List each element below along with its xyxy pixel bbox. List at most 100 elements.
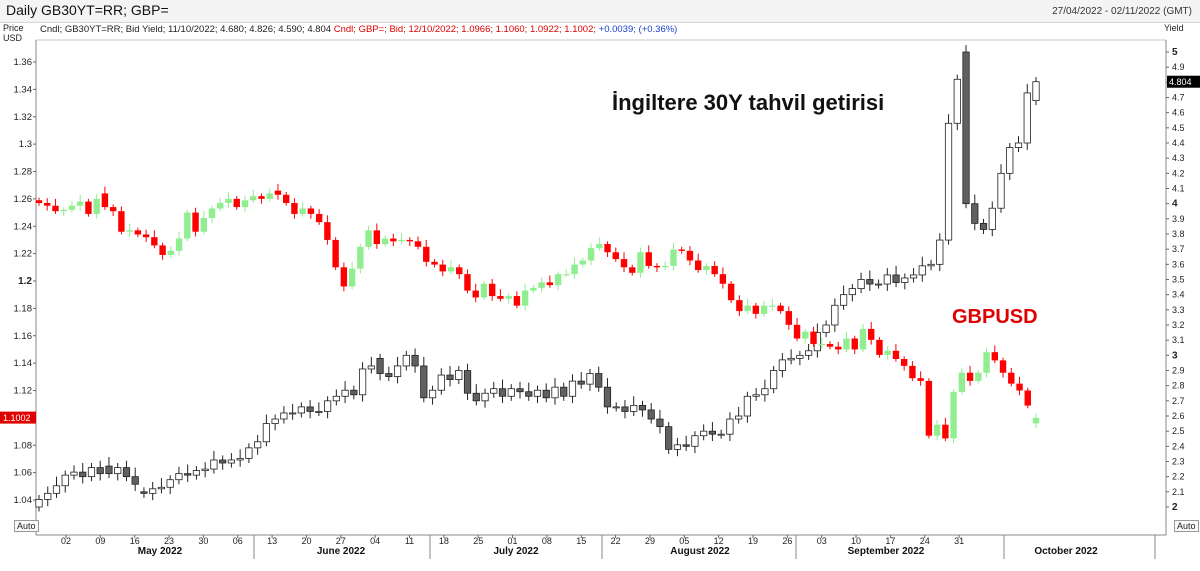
- left-tick-label: 1.08: [14, 440, 33, 451]
- gbp-candle-body: [464, 274, 471, 291]
- gbp-candle-body: [357, 246, 364, 269]
- right-tick-label: 3.3: [1172, 305, 1185, 315]
- yield-candle-body: [665, 426, 673, 450]
- gbp-candle-body: [414, 241, 422, 247]
- gbp-candle-body: [85, 201, 92, 214]
- right-tick-label: 4.9: [1172, 62, 1185, 72]
- gbp-candle-body: [587, 248, 595, 261]
- gbp-candle-body: [554, 274, 562, 286]
- left-axis-title: Price USD: [3, 23, 24, 43]
- right-tick-label: 3: [1172, 350, 1178, 361]
- gbp-candle-body: [760, 305, 768, 314]
- right-tick-label: 3.5: [1172, 275, 1185, 285]
- gbp-candle-body: [538, 282, 545, 288]
- yield-candle-body: [341, 389, 349, 397]
- x-tick-label: 15: [576, 536, 586, 546]
- gbp-candle-body: [711, 265, 718, 275]
- yield-candle-body: [560, 386, 568, 397]
- yield-candle-body: [726, 418, 734, 435]
- chart-title: Daily GB30YT=RR; GBP=: [6, 2, 169, 18]
- yield-candle-body: [507, 388, 515, 397]
- yield-candle-body: [831, 304, 839, 326]
- yield-candle-body: [638, 404, 647, 411]
- gbp-candle-body: [563, 274, 570, 276]
- yield-candle-body: [595, 373, 603, 388]
- yield-candle-body: [245, 447, 253, 459]
- legend: Cndl; GB30YT=RR; Bid Yield; 11/10/2022; …: [40, 24, 677, 35]
- gbp-candle-body: [694, 260, 702, 271]
- yield-annotation: İngiltere 30Y tahvil getirisi: [612, 90, 885, 115]
- gbp-candle-body: [802, 331, 809, 339]
- yield-candle-body: [402, 354, 410, 367]
- yield-candle-body: [140, 491, 148, 494]
- right-tick-label: 2.7: [1172, 396, 1185, 406]
- gbp-candle-body: [719, 274, 727, 284]
- gbp-candle-body: [439, 264, 446, 272]
- gbp-candle-body: [175, 238, 183, 251]
- yield-candle-body: [892, 274, 900, 283]
- gbp-candle-body: [423, 246, 430, 262]
- gbp-candle-body: [571, 264, 578, 275]
- left-tick-label: 1.34: [14, 84, 33, 95]
- yield-candle-body: [122, 467, 131, 478]
- yield-candle-body: [393, 365, 402, 377]
- gbp-annotation: GBPUSD: [952, 306, 1038, 328]
- yield-candle-body: [472, 392, 480, 402]
- gbp-candle-body: [118, 211, 125, 232]
- gbp-candle-body: [142, 234, 150, 238]
- gbp-candle-body: [208, 208, 216, 219]
- yield-candle-body: [254, 441, 262, 449]
- yield-last-tag-bg: [1167, 75, 1200, 88]
- month-label: May 2022: [138, 546, 183, 557]
- yield-candle-body: [498, 388, 507, 397]
- yield-candle-body: [656, 418, 664, 428]
- yield-candle-body: [87, 467, 96, 478]
- gbp-candle-body: [513, 296, 521, 306]
- yield-candle-body: [210, 459, 218, 470]
- yield-candle-body: [481, 392, 489, 402]
- gbp-candle-body: [546, 282, 554, 286]
- gbp-candle-body: [637, 252, 644, 273]
- yield-candle-body: [577, 380, 585, 385]
- yield-candle-body: [385, 373, 393, 377]
- gbp-candle-body: [521, 290, 529, 306]
- auto-scale-left[interactable]: Auto: [14, 520, 39, 532]
- month-label: October 2022: [1034, 546, 1098, 557]
- yield-candle-body: [428, 389, 437, 399]
- yield-candle-body: [997, 172, 1005, 209]
- right-tick-label: 4.4: [1172, 138, 1185, 148]
- yield-candle-body: [927, 263, 935, 267]
- yield-candle-body: [280, 412, 288, 420]
- right-tick-label: 2: [1172, 502, 1178, 513]
- yield-candle-body: [630, 404, 638, 412]
- gbp-candle-body: [777, 305, 784, 312]
- gbp-candle-body: [456, 267, 463, 275]
- yield-candle-body: [673, 444, 682, 450]
- yield-candle-body: [437, 374, 445, 391]
- gbp-candle-body: [324, 222, 331, 240]
- x-tick-label: 27: [336, 536, 346, 546]
- yield-candle-body: [586, 373, 594, 385]
- yield-candle-body: [936, 239, 944, 265]
- month-label: June 2022: [317, 546, 366, 557]
- gbp-candle-body: [950, 391, 957, 439]
- gbp-candle-body: [785, 311, 793, 325]
- gbp-candle-body: [282, 194, 290, 203]
- gbp-candle-body: [126, 230, 133, 232]
- left-tick-label: 1.14: [14, 358, 33, 369]
- yield-candle-body: [227, 459, 236, 464]
- left-tick-label: 1.28: [14, 167, 33, 178]
- gbp-candle-body: [307, 208, 315, 214]
- yield-candle-body: [157, 486, 166, 490]
- x-tick-label: 30: [198, 536, 208, 546]
- gbp-candle-body: [447, 267, 455, 272]
- x-tick-label: 03: [817, 536, 827, 546]
- gbp-candle-body: [933, 424, 941, 436]
- x-tick-label: 08: [542, 536, 552, 546]
- yield-candle-body: [866, 279, 874, 285]
- yield-candle-body: [184, 473, 192, 476]
- yield-candle-body: [691, 435, 699, 447]
- auto-scale-right[interactable]: Auto: [1174, 520, 1199, 532]
- yield-candle-body: [979, 222, 988, 230]
